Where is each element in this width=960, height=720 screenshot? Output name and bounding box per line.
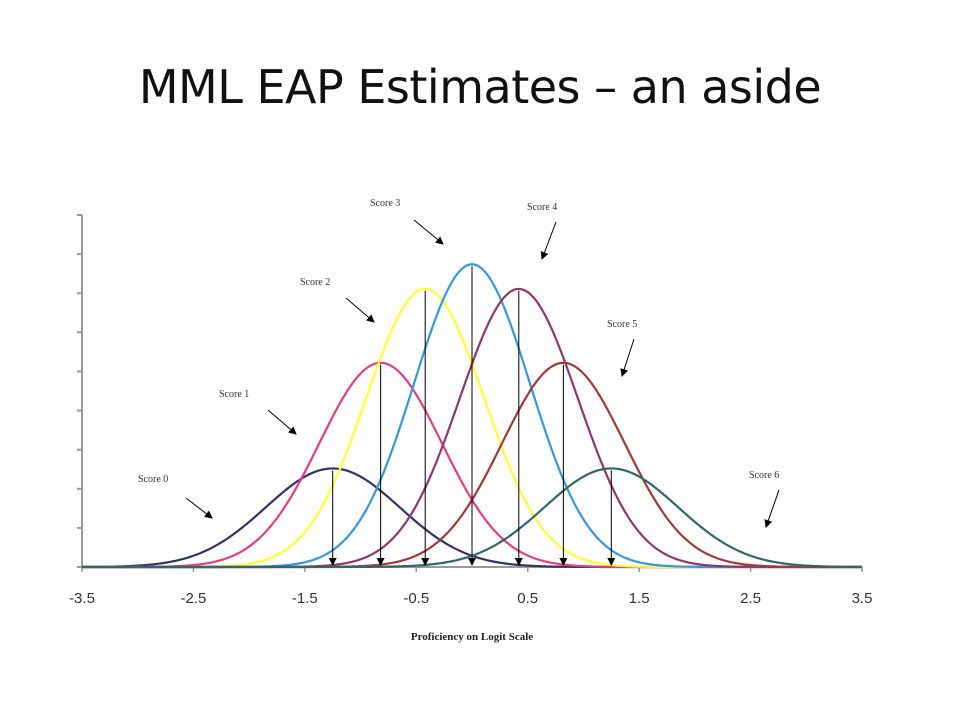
series-pointer-1 xyxy=(267,409,297,435)
x-tick-label: -0.5 xyxy=(403,590,429,607)
x-tick-label: 0.5 xyxy=(517,590,538,607)
series-pointer-0 xyxy=(185,497,213,519)
series-pointer-4 xyxy=(540,221,557,260)
x-axis-label: Proficiency on Logit Scale xyxy=(411,631,533,643)
x-tick-label: 2.5 xyxy=(740,590,761,607)
x-tick-label: 3.5 xyxy=(852,590,873,607)
series-label-2: Score 2 xyxy=(300,277,330,288)
series-label-3: Score 3 xyxy=(370,198,400,209)
series-label-1: Score 1 xyxy=(219,389,249,400)
x-tick-label: -1.5 xyxy=(292,590,318,607)
series-label-6: Score 6 xyxy=(749,470,779,481)
series-label-5: Score 5 xyxy=(607,319,637,330)
series-label-4: Score 4 xyxy=(527,202,557,213)
series-pointer-5 xyxy=(620,338,635,377)
series-pointer-6 xyxy=(764,489,780,528)
x-tick-label: -2.5 xyxy=(180,590,206,607)
slide-title: MML EAP Estimates – an aside xyxy=(138,60,822,114)
series-pointer-2 xyxy=(345,297,375,323)
series-pointer-3 xyxy=(413,219,444,245)
x-tick-label: -3.5 xyxy=(69,590,95,607)
x-tick-label: 1.5 xyxy=(629,590,650,607)
series-label-0: Score 0 xyxy=(138,474,168,485)
